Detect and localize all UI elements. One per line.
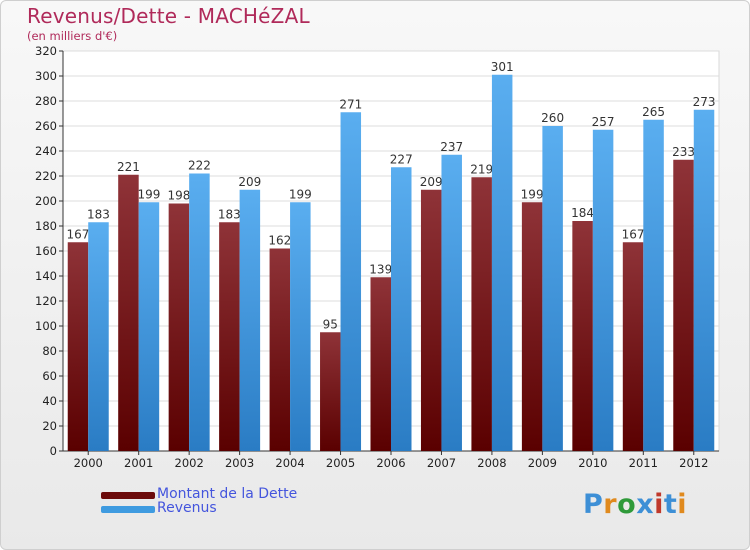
x-tick-label: 2007: [427, 456, 456, 470]
data-label-revenus: 209: [238, 175, 261, 189]
logo-letter: r: [603, 489, 618, 520]
data-label-dette: 209: [420, 175, 443, 189]
x-tick-label: 2000: [74, 456, 103, 470]
x-tick-label: 2002: [175, 456, 204, 470]
logo-letter: t: [663, 489, 678, 520]
y-tick-label: 40: [42, 394, 57, 408]
data-label-dette: 221: [117, 160, 140, 174]
x-tick-label: 2001: [124, 456, 153, 470]
y-tick-label: 140: [35, 269, 57, 283]
logo-letter: P: [583, 489, 604, 520]
data-label-dette: 184: [571, 206, 594, 220]
y-tick-label: 280: [35, 94, 57, 108]
y-tick-label: 320: [35, 44, 57, 58]
bar-revenus: [441, 154, 462, 451]
bar-dette: [521, 202, 543, 451]
y-tick-label: 160: [35, 244, 57, 258]
x-tick-label: 2008: [477, 456, 506, 470]
legend-swatch-dette: [101, 492, 155, 499]
bar-dette: [269, 248, 291, 451]
x-tick-label: 2006: [376, 456, 405, 470]
bar-revenus: [138, 202, 160, 451]
data-label-dette: 233: [672, 145, 695, 159]
bar-dette: [370, 277, 391, 451]
y-tick-label: 300: [35, 69, 57, 83]
data-label-revenus: 260: [541, 111, 564, 125]
x-tick-label: 2009: [528, 456, 557, 470]
x-tick-label: 2005: [326, 456, 355, 470]
logo-letter: i: [677, 489, 688, 520]
data-label-revenus: 222: [188, 159, 211, 173]
data-label-dette: 199: [521, 187, 544, 201]
x-tick-label: 2010: [578, 456, 607, 470]
x-tick-label: 2004: [275, 456, 304, 470]
data-label-revenus: 273: [693, 95, 716, 109]
data-label-dette: 95: [323, 317, 338, 331]
data-label-revenus: 237: [440, 140, 463, 154]
data-label-dette: 219: [470, 162, 493, 176]
logo-letter: x: [636, 489, 655, 520]
data-label-revenus: 199: [137, 187, 160, 201]
x-tick-label: 2011: [629, 456, 658, 470]
bar-dette: [219, 222, 240, 451]
y-tick-label: 260: [35, 119, 57, 133]
bar-revenus: [491, 74, 513, 451]
legend-swatch-revenus: [101, 506, 155, 513]
y-tick-label: 100: [35, 319, 57, 333]
data-label-revenus: 257: [592, 115, 615, 129]
x-tick-label: 2012: [679, 456, 708, 470]
data-label-dette: 162: [268, 234, 291, 248]
y-tick-label: 240: [35, 144, 57, 158]
data-label-revenus: 183: [87, 207, 110, 221]
y-tick-label: 20: [42, 419, 57, 433]
bar-revenus: [340, 112, 362, 451]
bar-dette: [67, 242, 89, 451]
bar-dette: [673, 159, 694, 451]
y-tick-label: 80: [42, 344, 57, 358]
data-label-dette: 167: [622, 227, 645, 241]
bar-revenus: [88, 222, 109, 451]
bar-dette: [420, 189, 442, 451]
bar-revenus: [592, 129, 614, 451]
legend-label-dette: Montant de la Dette: [157, 486, 298, 502]
bar-revenus: [693, 109, 715, 451]
data-label-dette: 198: [167, 189, 190, 203]
logo-letter: o: [617, 489, 637, 520]
data-label-revenus: 227: [390, 152, 413, 166]
data-label-revenus: 265: [642, 105, 665, 119]
bar-revenus: [189, 173, 210, 451]
bar-dette: [622, 242, 644, 451]
data-label-dette: 139: [369, 262, 392, 276]
data-label-dette: 167: [67, 227, 90, 241]
bar-revenus: [239, 189, 261, 451]
bar-dette: [168, 203, 190, 451]
y-tick-label: 120: [35, 294, 57, 308]
y-tick-label: 220: [35, 169, 57, 183]
bar-dette: [572, 221, 593, 451]
chart-subtitle: (en milliers d'€): [27, 29, 118, 43]
y-tick-label: 0: [50, 444, 57, 458]
y-tick-label: 200: [35, 194, 57, 208]
proxiti-logo: Proxiti: [583, 489, 687, 520]
data-label-dette: 183: [218, 207, 241, 221]
bar-dette: [320, 332, 341, 451]
data-label-revenus: 271: [339, 97, 362, 111]
logo-letter: i: [654, 489, 664, 520]
data-label-revenus: 199: [289, 187, 312, 201]
bar-dette: [471, 177, 492, 451]
bar-revenus: [542, 126, 563, 451]
legend-label-revenus: Revenus: [157, 500, 217, 516]
y-tick-label: 180: [35, 219, 57, 233]
bar-revenus: [643, 119, 664, 451]
chart-title: Revenus/Dette - MACHéZAL: [27, 4, 310, 28]
y-tick-label: 60: [42, 369, 57, 383]
bar-revenus: [290, 202, 311, 451]
x-tick-label: 2003: [225, 456, 254, 470]
bar-dette: [118, 174, 139, 451]
data-label-revenus: 301: [491, 60, 514, 74]
bar-revenus: [391, 167, 412, 451]
